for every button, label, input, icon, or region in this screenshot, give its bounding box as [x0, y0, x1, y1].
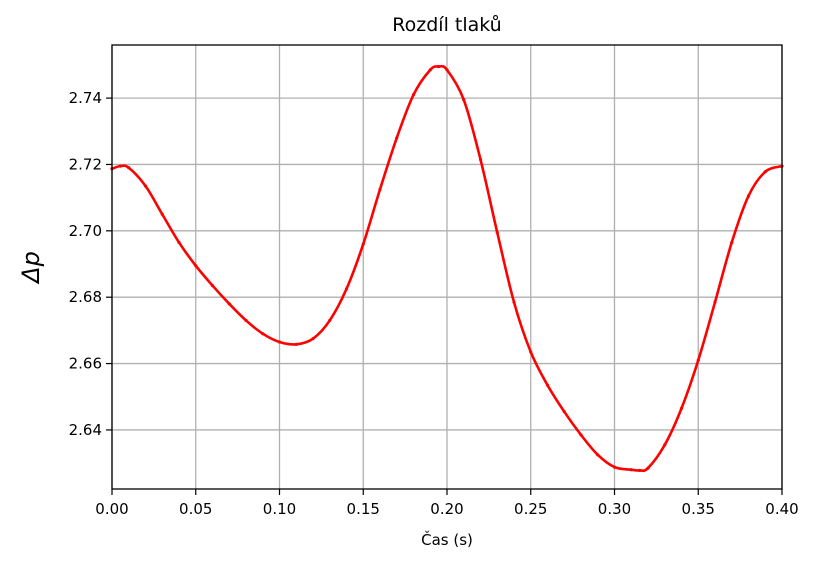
data-point: [696, 358, 700, 362]
data-point: [210, 283, 215, 288]
data-point: [428, 68, 432, 72]
y-tick-label: 2.66: [69, 355, 102, 373]
x-tick-label: 0.25: [514, 500, 547, 518]
x-axis-label: Čas (s): [421, 530, 473, 549]
data-point: [512, 300, 516, 304]
data-point: [127, 166, 131, 170]
data-point: [361, 242, 365, 246]
data-point: [478, 157, 483, 162]
y-tick-label: 2.72: [69, 155, 102, 173]
data-point: [713, 300, 717, 304]
data-point: [646, 466, 650, 470]
series-layer: [110, 64, 784, 473]
x-tick-label: 0.00: [95, 500, 128, 518]
data-point: [562, 410, 566, 414]
data-point: [311, 337, 315, 341]
x-tick-label: 0.30: [598, 500, 631, 518]
data-point: [579, 433, 583, 437]
data-point: [679, 406, 684, 410]
x-tick-label: 0.40: [765, 500, 798, 518]
data-point: [495, 230, 499, 235]
y-tick-label: 2.68: [69, 288, 102, 306]
y-tick-label: 2.70: [69, 222, 102, 240]
data-point: [746, 194, 751, 198]
data-point: [378, 187, 382, 191]
data-point: [244, 318, 248, 323]
data-point: [294, 342, 298, 346]
y-tick-label: 2.64: [69, 421, 102, 439]
data-point: [118, 164, 122, 168]
x-tick-label: 0.05: [179, 500, 212, 518]
x-tick-label: 0.10: [263, 500, 296, 518]
data-point: [462, 98, 466, 102]
data-point: [730, 240, 734, 245]
data-point: [328, 318, 332, 323]
data-point: [227, 302, 231, 306]
data-point: [663, 443, 667, 447]
data-point: [545, 383, 550, 387]
data-point: [160, 212, 164, 216]
y-tick-label: 2.74: [69, 89, 102, 107]
y-axis: 2.64 2.66 2.68 2.70 2.72 2.74: [69, 89, 112, 439]
data-point: [277, 340, 282, 344]
data-point: [437, 64, 441, 69]
data-point: [445, 68, 449, 72]
data-point: [638, 468, 642, 473]
series-line: [110, 64, 784, 473]
data-point: [261, 332, 265, 336]
data-point: [629, 468, 633, 472]
data-point: [177, 240, 181, 245]
x-tick-label: 0.20: [430, 500, 463, 518]
data-point: [763, 170, 767, 174]
data-point: [612, 465, 617, 469]
data-point: [395, 136, 399, 140]
x-tick-label: 0.35: [682, 500, 715, 518]
data-point: [529, 350, 533, 354]
grid: [111, 45, 783, 489]
x-axis: 0.00 0.05 0.10 0.15 0.20 0.25 0.30 0.35 0.40: [95, 489, 799, 518]
data-point: [143, 184, 148, 188]
data-point: [344, 287, 349, 291]
y-axis-label: Δp: [17, 251, 45, 285]
data-point: [194, 264, 198, 268]
data-point: [411, 93, 416, 97]
x-tick-label: 0.15: [347, 500, 380, 518]
chart-title: Rozdíl tlaků: [392, 14, 501, 36]
data-point: [596, 453, 600, 457]
